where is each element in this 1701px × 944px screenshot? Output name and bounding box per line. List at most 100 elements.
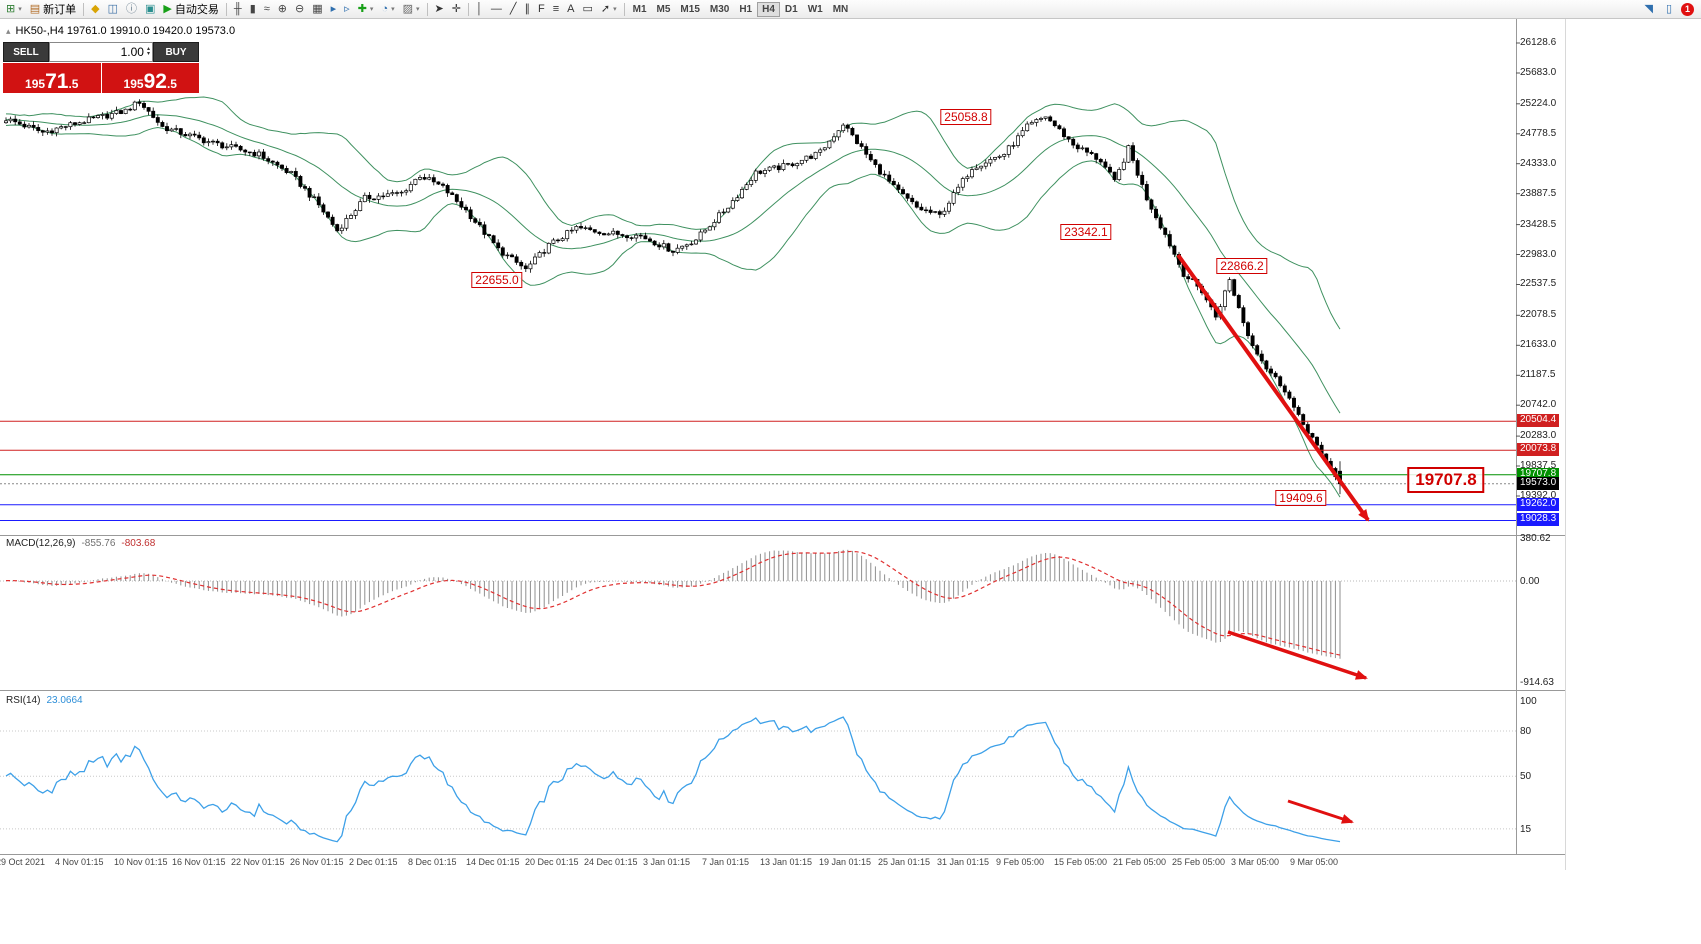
trend-arrow[interactable] xyxy=(1287,799,1354,824)
sell-price[interactable]: 195 71.5 xyxy=(3,63,101,93)
tile-windows-button[interactable]: ▦ xyxy=(308,1,326,18)
auto-trading-button[interactable]: ▶ 自动交易 xyxy=(159,1,222,18)
price-scale-label: 24778.5 xyxy=(1520,128,1557,139)
buy-price[interactable]: 195 92.5 xyxy=(101,63,199,93)
macd-scale-label: -914.63 xyxy=(1520,677,1554,688)
price-annotation[interactable]: 19707.8 xyxy=(1407,467,1485,493)
dropdown-caret-icon: ▾ xyxy=(613,6,617,13)
volume-field[interactable]: 1.00 ▴ ▾ xyxy=(49,42,153,62)
time-axis-label: 8 Dec 01:15 xyxy=(408,857,457,867)
trend-arrow[interactable] xyxy=(1176,253,1370,522)
time-axis-label: 21 Feb 05:00 xyxy=(1113,857,1167,867)
timeframe-h4-button[interactable]: H4 xyxy=(757,1,780,17)
trendline-button[interactable]: ╱ xyxy=(506,1,521,18)
price-scale-label: 25683.0 xyxy=(1520,67,1557,78)
sell-button[interactable]: SELL xyxy=(3,42,49,62)
new-order-button[interactable]: ▤ 新订单 xyxy=(26,1,80,18)
buy-price-decimal: .5 xyxy=(166,76,177,91)
notifications-badge[interactable]: 1 xyxy=(1681,2,1694,16)
chart-info-line: ▴ HK50-,H4 19761.0 19910.0 19420.0 19573… xyxy=(6,25,235,37)
one-click-collapse-icon[interactable]: ▴ xyxy=(6,25,11,36)
terminal-button[interactable]: ▣ xyxy=(141,1,159,18)
timeframe-d1-button[interactable]: D1 xyxy=(780,2,803,17)
macd-label: MACD(12,26,9) xyxy=(6,538,76,549)
timeframe-mn-button[interactable]: MN xyxy=(828,2,854,17)
bollinger-upper-band xyxy=(5,96,1341,330)
volume-decrease-icon[interactable]: ▾ xyxy=(146,51,150,57)
time-axis-label: 13 Jan 01:15 xyxy=(760,857,813,867)
bar-chart-mode-button[interactable]: ╫ xyxy=(230,1,246,18)
timeframe-m15-button[interactable]: M15 xyxy=(675,2,704,17)
price-annotation[interactable]: 22866.2 xyxy=(1216,258,1268,274)
candlestick-mode-button[interactable]: ▮ xyxy=(246,1,260,18)
main-toolbar: ⊞ ▾ ▤ 新订单 ◆ ◫ ⓘ ▣ ▶ 自动交易 ╫ ▮ ≈ ⊕ ⊖ ▦ ▸ ▹ ✚ ▾ ◔ ▾ ▨ ▾ ➤ ✛ │ — ╱ ∥ F ≡ A ▭ ➚… xyxy=(0,0,1701,19)
fibonacci-button[interactable]: F xyxy=(534,1,549,18)
rsi-value: 23.0664 xyxy=(46,695,83,706)
market-watch-button[interactable]: ◆ xyxy=(87,1,103,18)
time-axis-label: 19 Jan 01:15 xyxy=(819,857,872,867)
volume-stepper[interactable]: ▴ ▾ xyxy=(146,46,150,57)
auto-scroll-button[interactable]: ▸ xyxy=(327,1,341,18)
price-scale-label: 19837.5 xyxy=(1520,460,1557,471)
mql5-community-icon: ◥ xyxy=(1644,2,1653,15)
sell-price-prefix: 195 xyxy=(25,76,46,91)
shapes-icon: ≡ xyxy=(552,2,560,15)
price-scale-label: 26128.6 xyxy=(1520,37,1557,48)
zoom-in-button[interactable]: ⊕ xyxy=(274,1,291,18)
timeframe-m5-button[interactable]: M5 xyxy=(652,2,676,17)
price-scale-label: 19392.0 xyxy=(1520,490,1557,501)
time-axis-label: 14 Dec 01:15 xyxy=(466,857,520,867)
price-scale-label: 22078.5 xyxy=(1520,309,1557,320)
price-annotation[interactable]: 25058.8 xyxy=(940,109,992,125)
price-annotation[interactable]: 23342.1 xyxy=(1060,224,1112,240)
data-window-button[interactable]: ◫ xyxy=(104,1,122,18)
line-chart-mode-icon: ≈ xyxy=(263,2,270,15)
mobile-apps-button[interactable]: ▯ xyxy=(1662,1,1676,18)
timeframe-h1-button[interactable]: H1 xyxy=(734,2,757,17)
text-button[interactable]: A xyxy=(563,1,578,18)
volume-increase-icon[interactable]: ▴ xyxy=(146,46,150,52)
macd-scale-label: 0.00 xyxy=(1520,576,1540,587)
periods-button[interactable]: ◔ ▾ xyxy=(377,1,398,18)
new-chart-button[interactable]: ⊞ ▾ xyxy=(2,1,26,18)
navigator-button[interactable]: ⓘ xyxy=(122,1,141,18)
price-annotation[interactable]: 19409.6 xyxy=(1275,490,1327,506)
vertical-line-button[interactable]: │ xyxy=(472,1,487,18)
equidistant-channel-button[interactable]: ∥ xyxy=(520,1,534,18)
mobile-apps-icon: ▯ xyxy=(1665,2,1672,15)
arrow-objects-button[interactable]: ➚ ▾ xyxy=(597,1,621,18)
timeframe-m1-button[interactable]: M1 xyxy=(628,2,652,17)
mql5-community-button[interactable]: ◥ xyxy=(1640,1,1656,18)
new-order-label: 新订单 xyxy=(43,4,77,16)
time-axis-label: 9 Feb 05:00 xyxy=(996,857,1045,867)
time-axis-label: 9 Mar 05:00 xyxy=(1290,857,1339,867)
cursor-button[interactable]: ➤ xyxy=(431,1,448,18)
toolbar-separator xyxy=(426,2,428,16)
trade-controls-row: SELL 1.00 ▴ ▾ BUY xyxy=(3,42,199,62)
line-chart-mode-button[interactable]: ≈ xyxy=(260,1,274,18)
text-label-button[interactable]: ▭ xyxy=(578,1,596,18)
buy-button[interactable]: BUY xyxy=(153,42,199,62)
trend-arrow[interactable] xyxy=(1227,630,1368,680)
text-label-icon: ▭ xyxy=(582,2,593,15)
rsi-scale-label: 15 xyxy=(1520,824,1532,835)
zoom-out-button[interactable]: ⊖ xyxy=(291,1,308,18)
price-scale-label: 20283.0 xyxy=(1520,430,1557,441)
time-axis-label: 26 Nov 01:15 xyxy=(290,857,344,867)
chart-shift-button[interactable]: ▹ xyxy=(340,1,354,18)
trade-prices-row: 195 71.5 195 92.5 xyxy=(3,63,199,93)
price-marker-label: 20073.8 xyxy=(1517,443,1560,456)
crosshair-button[interactable]: ✛ xyxy=(448,1,465,18)
macd-header: MACD(12,26,9) -855.76 -803.68 xyxy=(6,538,155,549)
templates-button[interactable]: ▨ ▾ xyxy=(399,1,424,18)
indicators-button[interactable]: ✚ ▾ xyxy=(354,1,378,18)
shapes-button[interactable]: ≡ xyxy=(549,1,563,18)
toolbar-separator xyxy=(83,2,85,16)
price-annotation[interactable]: 22655.0 xyxy=(471,272,523,288)
timeframe-m30-button[interactable]: M30 xyxy=(705,2,734,17)
zoom-in-icon: ⊕ xyxy=(277,2,288,15)
horizontal-line-button[interactable]: — xyxy=(487,1,506,18)
timeframe-w1-button[interactable]: W1 xyxy=(803,2,828,17)
time-axis-label: 25 Jan 01:15 xyxy=(878,857,931,867)
